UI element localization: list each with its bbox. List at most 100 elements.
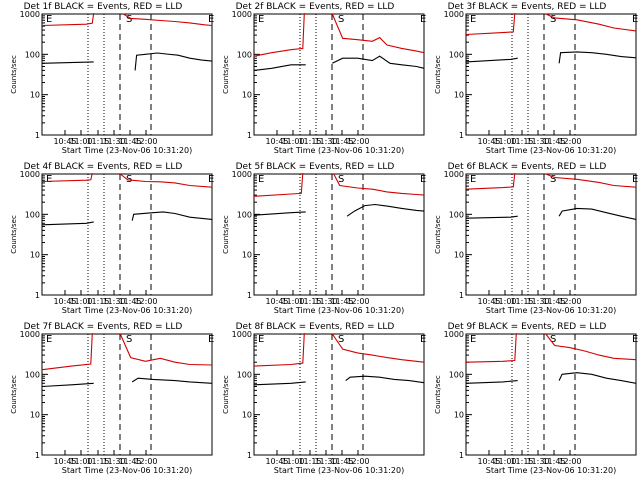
- panel-title: Det 6f BLACK = Events, RED = LLD: [448, 162, 607, 172]
- x-axis-label: Start Time (23-Nov-06 10:31:20): [62, 146, 192, 155]
- panel-title: Det 2f BLACK = Events, RED = LLD: [236, 2, 395, 12]
- x-tick-label: 12:00: [558, 297, 581, 306]
- event-marker-label: E: [46, 14, 52, 25]
- event-marker-label: E: [258, 14, 264, 25]
- y-tick-label: 1000: [20, 10, 40, 19]
- y-tick-label: 100: [25, 50, 40, 59]
- y-tick-label: 1: [247, 291, 252, 300]
- x-tick-label: 11:15: [298, 297, 321, 306]
- plot-frame: [253, 173, 425, 296]
- event-marker-label: E: [470, 334, 476, 345]
- y-tick-label: 100: [25, 370, 40, 379]
- y-tick-label: 100: [237, 210, 252, 219]
- y-tick-label: 10: [454, 91, 464, 100]
- y-axis-label: Counts/sec: [10, 215, 18, 254]
- x-tick-label: 10:45: [265, 297, 288, 306]
- series-line-lld: [41, 333, 213, 371]
- x-axis-label: Start Time (23-Nov-06 10:31:20): [486, 146, 616, 155]
- x-tick-label: 11:30: [526, 297, 549, 306]
- detector-panel: Det 2f BLACK = Events, RED = LLD 1 10 100 10…: [222, 2, 426, 155]
- x-tick-label: 11:45: [542, 297, 565, 306]
- event-marker-label: E: [632, 334, 638, 345]
- series-line-lld: [465, 13, 637, 36]
- event-marker-label: E: [208, 174, 214, 185]
- y-tick-label: 1: [459, 451, 464, 460]
- y-tick-label: 1: [35, 131, 40, 140]
- plot-frame: [253, 13, 425, 136]
- x-axis-label: Start Time (23-Nov-06 10:31:20): [62, 306, 192, 315]
- x-axis-label: Start Time (23-Nov-06 10:31:20): [274, 306, 404, 315]
- y-axis-label: Counts/sec: [434, 55, 442, 94]
- detector-panel: Det 5f BLACK = Events, RED = LLD 1 10 100 10…: [222, 162, 426, 315]
- x-tick-label: 11:15: [510, 137, 533, 146]
- event-marker-label: S: [550, 14, 556, 25]
- y-tick-label: 1: [459, 131, 464, 140]
- y-tick-label: 1000: [20, 170, 40, 179]
- event-marker-label: E: [46, 174, 52, 185]
- detector-panel: Det 8f BLACK = Events, RED = LLD 1 10 100 10…: [222, 322, 426, 475]
- x-tick-label: 11:15: [86, 137, 109, 146]
- x-tick-label: 11:30: [314, 457, 337, 466]
- x-tick-label: 11:15: [298, 457, 321, 466]
- plot-frame: [253, 333, 425, 456]
- panel-title: Det 1f BLACK = Events, RED = LLD: [24, 2, 183, 12]
- panel-title: Det 4f BLACK = Events, RED = LLD: [24, 162, 183, 172]
- y-tick-label: 100: [25, 210, 40, 219]
- plot-frame: [465, 333, 637, 456]
- event-marker-label: S: [126, 14, 132, 25]
- y-tick-label: 10: [242, 91, 252, 100]
- x-tick-label: 11:15: [298, 137, 321, 146]
- x-tick-label: 11:30: [526, 137, 549, 146]
- x-tick-label: 11:30: [314, 137, 337, 146]
- x-tick-label: 11:00: [281, 137, 304, 146]
- y-tick-label: 1: [459, 291, 464, 300]
- x-tick-label: 12:00: [134, 137, 157, 146]
- panel-title: Det 7f BLACK = Events, RED = LLD: [24, 322, 183, 332]
- event-marker-label: E: [208, 14, 214, 25]
- event-marker-label: E: [208, 334, 214, 345]
- y-tick-label: 10: [30, 411, 40, 420]
- x-tick-label: 11:30: [102, 457, 125, 466]
- x-tick-label: 10:45: [265, 137, 288, 146]
- y-tick-label: 10: [454, 411, 464, 420]
- x-tick-label: 11:00: [493, 137, 516, 146]
- y-tick-label: 1: [35, 451, 40, 460]
- x-tick-label: 11:30: [314, 297, 337, 306]
- series-line-lld: [41, 13, 213, 27]
- event-marker-label: S: [550, 334, 556, 345]
- event-marker-label: E: [632, 14, 638, 25]
- series-line-events: [465, 51, 637, 64]
- event-marker-label: E: [258, 334, 264, 345]
- x-tick-label: 11:00: [69, 137, 92, 146]
- x-tick-label: 12:00: [558, 137, 581, 146]
- plot-frame: [41, 13, 213, 136]
- y-axis-label: Counts/sec: [222, 215, 230, 254]
- y-tick-label: 10: [454, 251, 464, 260]
- x-tick-label: 11:45: [542, 137, 565, 146]
- y-tick-label: 1: [247, 451, 252, 460]
- series-line-lld: [253, 13, 425, 57]
- x-axis-label: Start Time (23-Nov-06 10:31:20): [274, 146, 404, 155]
- x-axis-label: Start Time (23-Nov-06 10:31:20): [486, 466, 616, 475]
- y-axis-label: Counts/sec: [222, 55, 230, 94]
- detector-panel: Det 6f BLACK = Events, RED = LLD 1 10 100 10…: [434, 162, 638, 315]
- x-tick-label: 10:45: [265, 457, 288, 466]
- y-tick-label: 100: [449, 370, 464, 379]
- series-line-events: [253, 375, 425, 386]
- x-tick-label: 11:30: [102, 137, 125, 146]
- series-line-events: [465, 207, 637, 220]
- y-tick-label: 1000: [444, 10, 464, 19]
- y-tick-label: 10: [242, 251, 252, 260]
- panel-title: Det 8f BLACK = Events, RED = LLD: [236, 322, 395, 332]
- x-tick-label: 11:45: [118, 457, 141, 466]
- x-tick-label: 10:45: [477, 137, 500, 146]
- plot-frame: [465, 173, 637, 296]
- event-marker-label: S: [338, 334, 344, 345]
- plot-frame: [465, 13, 637, 136]
- event-marker-label: S: [126, 334, 132, 345]
- x-tick-label: 11:15: [86, 297, 109, 306]
- x-tick-label: 11:45: [330, 137, 353, 146]
- x-tick-label: 11:45: [118, 297, 141, 306]
- x-tick-label: 10:45: [53, 297, 76, 306]
